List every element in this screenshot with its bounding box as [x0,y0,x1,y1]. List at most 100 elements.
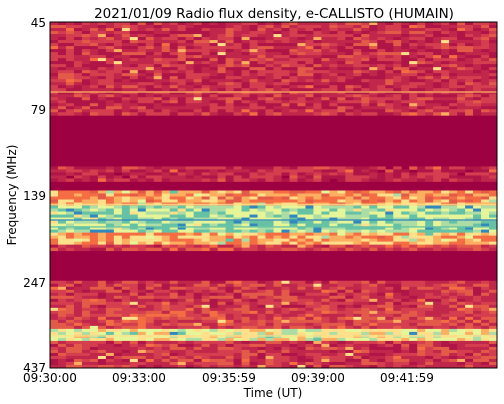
heatmap-cell [65,325,75,330]
heatmap-cell [473,88,482,92]
heatmap-cell [233,355,242,360]
heatmap-cell [401,91,410,95]
heatmap-cell [313,34,322,38]
heatmap-cell [81,166,91,170]
heatmap-cell [249,211,258,215]
heatmap-cell [297,304,306,309]
heatmap-cell [81,193,91,197]
heatmap-cell [289,85,298,89]
heatmap-cell [265,313,274,318]
heatmap-cell [257,43,266,47]
heatmap-cell [105,283,115,288]
heatmap-cell [281,103,290,107]
heatmap-cell [225,226,234,230]
heatmap-cell [273,322,282,327]
heatmap-cell [265,247,274,252]
heatmap-cell [225,22,234,26]
heatmap-cell [393,349,402,354]
heatmap-cell [105,280,115,285]
heatmap-cell [393,106,402,110]
heatmap-cell [137,286,147,291]
heatmap-cell [361,37,370,41]
heatmap-cell [489,55,498,59]
heatmap-cell [249,100,258,104]
heatmap-cell [305,34,314,38]
heatmap-cell [121,58,131,62]
heatmap-cell [169,58,179,62]
heatmap-cell [201,322,211,327]
heatmap-cell [105,238,115,243]
heatmap-cell [145,307,155,312]
heatmap-cell [417,286,426,291]
heatmap-cell [169,301,179,306]
heatmap-cell [393,337,402,342]
heatmap-cell [473,352,482,357]
heatmap-cell [249,169,258,173]
heatmap-cell [209,64,219,68]
heatmap-cell [377,61,386,65]
heatmap-cell [369,55,378,59]
heatmap-cell [481,238,490,243]
heatmap-cell [137,349,147,354]
heatmap-cell [345,88,354,92]
heatmap-cell [329,223,338,227]
heatmap-cell [457,301,466,306]
heatmap-cell [105,205,115,209]
heatmap-cell [353,325,362,330]
heatmap-cell [89,199,99,203]
heatmap-cell [353,340,362,345]
heatmap-cell [249,79,258,83]
heatmap-cell [57,313,67,318]
heatmap-cell [201,211,211,215]
heatmap-cell [257,244,266,249]
heatmap-cell [209,337,219,342]
heatmap-cell [201,349,211,354]
heatmap-cell [153,85,163,89]
heatmap-cell [145,247,155,252]
heatmap-cell [361,241,370,246]
heatmap-cell [249,244,258,249]
heatmap-cell [153,193,163,197]
heatmap-cell [233,106,242,110]
heatmap-cell [201,91,211,95]
heatmap-cell [361,355,370,360]
heatmap-cell [281,223,290,227]
heatmap-cell [345,286,354,291]
heatmap-cell [209,91,219,95]
heatmap-cell [50,193,59,197]
heatmap-cell [481,112,490,116]
heatmap-cell [289,307,298,312]
heatmap-cell [401,31,410,35]
heatmap-cell [449,358,458,363]
heatmap-cell [297,307,306,312]
heatmap-cell [57,55,67,59]
heatmap-cell [265,46,274,50]
heatmap-cell [345,355,354,360]
heatmap-cell [337,316,346,321]
heatmap-cell [393,283,402,288]
heatmap-cell [273,97,282,101]
heatmap-cell [305,235,314,240]
heatmap-cell [249,196,258,200]
heatmap-cell [329,61,338,65]
heatmap-cell [50,70,59,74]
heatmap-cell [57,289,67,294]
heatmap-cell [249,358,258,363]
heatmap-cell [305,22,314,26]
heatmap-cell [129,337,139,342]
heatmap-cell [137,22,147,26]
heatmap-cell [337,244,346,249]
heatmap-cell [121,94,131,98]
heatmap-cell [273,223,282,227]
heatmap-cell [281,358,290,363]
heatmap-cell [201,196,211,200]
heatmap-cell [385,103,394,107]
heatmap-cell [177,67,187,71]
heatmap-cell [441,226,450,230]
heatmap-cell [217,331,227,336]
heatmap-cell [50,85,59,89]
heatmap-cell [193,43,203,47]
heatmap-cell [361,199,370,203]
heatmap-cell [457,361,466,366]
heatmap-cell [433,346,442,351]
